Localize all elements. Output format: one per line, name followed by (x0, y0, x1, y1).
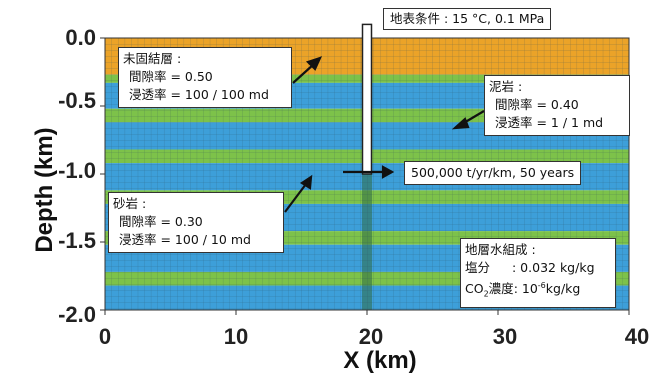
co2-label-main: CO (465, 281, 484, 297)
arrowhead-injection (381, 165, 395, 179)
injection-rate-box: 500,000 t/yr/km, 50 years (404, 161, 582, 185)
unconsolidated-permeability: 浸透率 = 100 / 100 md (129, 87, 269, 102)
injection-well (361, 23, 373, 175)
y-tick-label: -1.0 (58, 158, 96, 183)
mudstone-title: 泥岩 : (489, 79, 523, 94)
y-tick-label: -2.0 (58, 302, 96, 327)
formation-water-title: 地層水組成 : (465, 242, 536, 257)
axis-ticks (100, 37, 630, 315)
unconsolidated-title: 未固結層 : (123, 51, 182, 66)
salinity-label: 塩分 (465, 260, 491, 275)
arrow-unconsolidated (292, 63, 315, 84)
y-tick-label: -0.5 (58, 88, 96, 113)
sandstone-title: 砂岩 : (113, 196, 147, 211)
mudstone-porosity: 間隙率 = 0.40 (495, 97, 579, 112)
y-tick-label: -1.5 (58, 228, 96, 253)
x-axis-label: X (km) (343, 347, 417, 374)
salinity-line: 塩分 : 0.032 kg/kg (463, 259, 613, 277)
x-tick-label: 20 (358, 324, 384, 349)
y-tick-label: 0.0 (65, 25, 96, 50)
arrowhead-mudstone (451, 117, 470, 130)
x-tick-label: 40 (624, 324, 650, 349)
co2-value-exp: -6 (537, 281, 546, 290)
sandstone-porosity: 間隙率 = 0.30 (119, 214, 203, 229)
arrow-sandstone (284, 183, 307, 213)
mudstone-permeability: 浸透率 = 1 / 1 md (495, 115, 604, 130)
x-tick-label: 0 (98, 324, 112, 349)
y-axis-label: Depth (km) (31, 127, 58, 253)
co2-value-post: kg/kg (545, 281, 581, 297)
sandstone-permeability: 浸透率 = 100 / 10 md (119, 232, 251, 247)
formation-water-box: 地層水組成 : 塩分 : 0.032 kg/kg CO2濃度: 10-6kg/k… (460, 238, 616, 308)
arrowhead-unconsolidated (305, 56, 323, 71)
surface-condition-box: 地表条件 : 15 °C, 0.1 MPa (383, 8, 552, 30)
co2-label-sub: 2 (483, 289, 489, 299)
x-tick-label: 30 (492, 324, 518, 349)
x-tick-label: 10 (223, 324, 249, 349)
salinity-value: : 0.032 kg/kg (512, 260, 595, 275)
annotation-arrows (284, 56, 485, 213)
co2-label-tail: 濃度 (488, 281, 514, 297)
co2-line: CO2濃度: 10-6kg/kg (463, 277, 613, 304)
surface-condition-text: 地表条件 : 15 °C, 0.1 MPa (390, 11, 545, 26)
sandstone-layer-box: 砂岩 : 間隙率 = 0.30 浸透率 = 100 / 10 md (108, 192, 284, 253)
co2-value-pre: : 10 (513, 281, 538, 297)
arrowhead-sandstone (299, 174, 313, 190)
mudstone-layer-box: 泥岩 : 間隙率 = 0.40 浸透率 = 1 / 1 md (484, 75, 630, 136)
unconsolidated-porosity: 間隙率 = 0.50 (129, 69, 213, 84)
injection-rate-text: 500,000 t/yr/km, 50 years (411, 165, 575, 180)
unconsolidated-layer-box: 未固結層 : 間隙率 = 0.50 浸透率 = 100 / 100 md (118, 47, 292, 108)
